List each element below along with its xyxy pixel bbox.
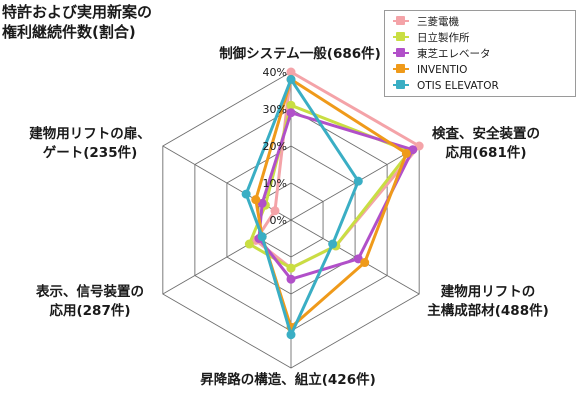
legend-swatch (393, 79, 409, 91)
grid-spoke (162, 219, 292, 295)
legend-item: INVENTIO (385, 62, 575, 78)
tick-label: 40% (263, 66, 287, 79)
series-point-2 (244, 239, 254, 249)
legend-label: 日立製作所 (417, 32, 470, 44)
series-point-4 (401, 148, 411, 158)
series-point-2 (286, 100, 296, 110)
legend-item: 三菱電機 (385, 14, 575, 30)
tick-label: 10% (263, 177, 287, 190)
legend-swatch (393, 15, 409, 27)
legend: 三菱電機日立製作所東芝エレベータ INVENTIO OTIS ELEVATOR (384, 10, 576, 97)
series-point-3 (286, 108, 296, 118)
tick-label: 0% (270, 214, 287, 227)
grid-spoke (162, 145, 292, 221)
series-point-5 (241, 189, 251, 199)
series-point-2 (286, 263, 296, 273)
legend-swatch (393, 31, 409, 43)
series-point-1 (270, 206, 280, 216)
series-point-5 (353, 176, 363, 186)
legend-item: 日立製作所 (385, 30, 575, 46)
legend-label: 三菱電機 (417, 16, 459, 28)
tick-label: 20% (263, 140, 287, 153)
axis-label-2: 検査、安全装置の応用(681件) (432, 125, 540, 161)
legend-label: OTIS ELEVATOR (417, 80, 499, 92)
series-point-1 (286, 67, 296, 77)
series-point-5 (286, 74, 296, 84)
series-point-5 (328, 239, 338, 249)
legend-label: INVENTIO (417, 64, 468, 76)
tick-label: 30% (263, 103, 287, 116)
radar-series (241, 67, 424, 340)
series-point-4 (360, 258, 370, 268)
legend-swatch (393, 47, 409, 59)
axis-label-3: 建物用リフトの主構成部材(488件) (427, 283, 549, 319)
chart-title: 特許および実用新案の 権利継続件数(割合) (2, 3, 153, 41)
legend-swatch (393, 63, 409, 75)
series-point-3 (286, 274, 296, 284)
legend-item: OTIS ELEVATOR (385, 78, 575, 94)
legend-item: 東芝エレベータ (385, 46, 575, 62)
axis-label-4: 昇降路の構造、組立(426件) (200, 371, 376, 388)
legend-label: 東芝エレベータ (417, 48, 491, 60)
series-point-5 (257, 232, 267, 242)
axis-label-1: 制御システム一般(686件) (219, 45, 381, 62)
radar-labels: 0% 10% 20% 30% 40% 制御システム一般(686件) 検査、安全装置の応用(6… (28, 45, 549, 388)
series-point-5 (286, 330, 296, 340)
axis-label-6: 建物用リフトの扉、ゲート(235件) (28, 125, 151, 161)
axis-label-5: 表示、信号装置の応用(287件) (36, 283, 144, 319)
series-point-4 (251, 195, 261, 205)
